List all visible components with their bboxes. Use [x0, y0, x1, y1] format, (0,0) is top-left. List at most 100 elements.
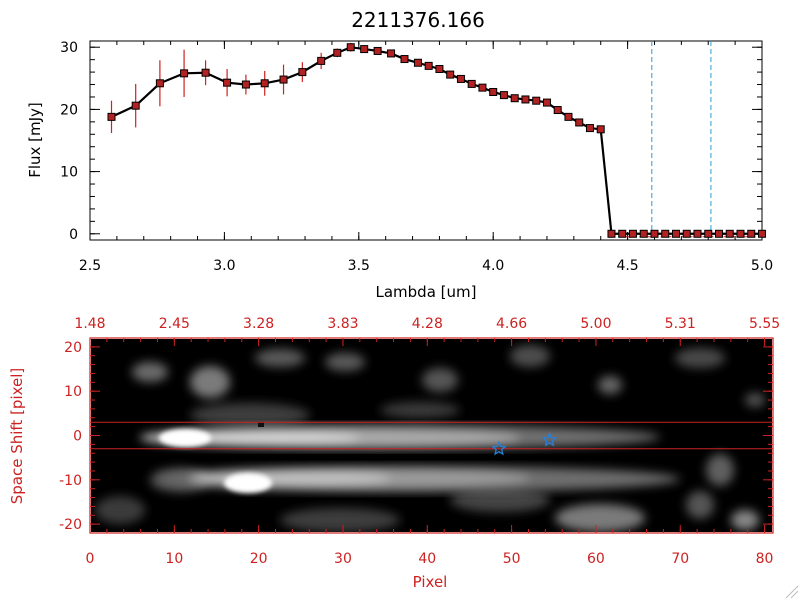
x-tick-label: 80: [756, 551, 774, 567]
data-point-marker: [400, 55, 409, 64]
y-tick-label: 10: [60, 165, 78, 181]
image-y-tick-labels: -20 -10 0 10 20: [59, 340, 82, 533]
data-point-marker: [736, 229, 745, 238]
data-point-marker: [333, 48, 342, 57]
data-point-marker: [373, 46, 382, 55]
data-point-marker: [693, 229, 702, 238]
top-wavelength-label: 4.28: [412, 316, 443, 332]
data-point-marker: [241, 80, 250, 89]
source-position-markers: [491, 431, 558, 456]
data-point-marker: [521, 95, 530, 104]
data-point-marker: [725, 229, 734, 238]
data-point-marker: [180, 69, 189, 78]
data-point-marker: [639, 229, 648, 238]
data-point-marker: [279, 75, 288, 84]
spectral-image: [91, 339, 772, 532]
top-wavelength-label: 3.83: [327, 316, 358, 332]
data-point-marker: [317, 56, 326, 65]
data-point-marker: [435, 64, 444, 73]
spectrum-x-tick-labels: 2.5 3.0 3.5 4.0 4.5 5.0: [79, 258, 773, 274]
data-point-marker: [671, 229, 680, 238]
resize-grip-icon[interactable]: [785, 585, 799, 599]
data-point-marker: [413, 58, 422, 67]
data-point-marker: [575, 118, 584, 127]
x-tick-label: 20: [250, 551, 268, 567]
data-point-marker: [467, 79, 476, 88]
data-point-marker: [758, 229, 766, 238]
image-y-axis-label: Space Shift [pixel]: [8, 368, 26, 505]
top-wavelength-label: 3.28: [243, 316, 274, 332]
y-tick-label: 20: [64, 340, 82, 356]
data-point-marker: [155, 79, 164, 88]
data-point-marker: [682, 229, 691, 238]
image-x-axis-label: Pixel: [413, 573, 448, 591]
top-wavelength-label: 4.66: [496, 316, 527, 332]
data-point-marker: [585, 124, 594, 133]
data-point-marker: [456, 74, 465, 83]
x-tick-label: 3.0: [213, 258, 235, 274]
data-point-marker: [424, 61, 433, 70]
spectrum-vertical-markers: [611, 41, 762, 240]
data-point-marker: [628, 229, 637, 238]
top-wavelength-label: 5.31: [665, 316, 696, 332]
y-tick-label: -20: [59, 517, 82, 533]
spectrum-markers: [107, 43, 766, 238]
x-tick-label: 10: [165, 551, 183, 567]
x-tick-label: 0: [86, 551, 95, 567]
extraction-aperture-lines: [90, 421, 773, 450]
data-point-marker: [564, 112, 573, 121]
data-point-marker: [223, 78, 232, 87]
image-top-wavelength-labels: 1.48 2.45 3.28 3.83 4.28 4.66 5.00 5.31 5.55: [74, 316, 780, 332]
spectrum-y-tick-labels: 0 10 20 30: [60, 40, 78, 243]
x-tick-label: 60: [587, 551, 605, 567]
top-wavelength-label: 2.45: [159, 316, 190, 332]
data-point-marker: [542, 98, 551, 107]
data-point-marker: [131, 101, 140, 110]
x-tick-label: 50: [503, 551, 521, 567]
data-point-marker: [387, 49, 396, 58]
y-tick-label: 20: [60, 102, 78, 118]
data-point-marker: [260, 79, 269, 88]
spectrum-error-bars: [110, 42, 352, 134]
x-tick-label: 2.5: [79, 258, 101, 274]
x-tick-label: 4.5: [616, 258, 638, 274]
data-point-marker: [650, 229, 659, 238]
data-point-marker: [714, 229, 723, 238]
data-point-marker: [510, 94, 519, 103]
data-point-marker: [607, 229, 616, 238]
x-tick-label: 30: [334, 551, 352, 567]
data-point-marker: [201, 68, 210, 77]
y-tick-label: 30: [60, 40, 78, 56]
x-tick-label: 5.0: [751, 258, 773, 274]
x-tick-label: 3.5: [348, 258, 370, 274]
image-panel: 1.48 2.45 3.28 3.83 4.28 4.66 5.00 5.31 5.55 0 10…: [8, 316, 780, 591]
data-point-marker: [596, 125, 605, 134]
image-x-tick-labels: 0 10 20 30 40 50 60 70 80: [86, 551, 774, 567]
data-point-marker: [553, 106, 562, 115]
top-wavelength-label: 1.48: [74, 316, 105, 332]
y-tick-label: 0: [69, 227, 78, 243]
top-wavelength-label: 5.55: [749, 316, 780, 332]
y-tick-label: -10: [59, 473, 82, 489]
data-point-marker: [499, 91, 508, 100]
data-point-marker: [346, 43, 355, 52]
data-point-marker: [704, 229, 713, 238]
spectrum-plot-frame: [89, 40, 763, 241]
y-tick-label: 10: [64, 384, 82, 400]
source-star-icon: [541, 431, 558, 447]
data-point-marker: [360, 45, 369, 54]
data-point-marker: [618, 229, 627, 238]
image-axis-ticks: [89, 338, 773, 533]
x-tick-label: 4.0: [482, 258, 504, 274]
spectrum-panel: 2211376.166 2.5 3.0 3.5 4.0 4.5 5.0 0 10 20 30 L…: [26, 8, 773, 301]
y-tick-label: 0: [73, 429, 82, 445]
data-point-marker: [478, 83, 487, 92]
x-tick-label: 40: [418, 551, 436, 567]
spectrum-axis-ticks: [89, 41, 763, 240]
top-wavelength-label: 5.00: [580, 316, 611, 332]
data-point-marker: [298, 68, 307, 77]
source-star-icon: [491, 440, 507, 456]
data-point-marker: [446, 70, 455, 79]
data-point-marker: [532, 96, 541, 105]
